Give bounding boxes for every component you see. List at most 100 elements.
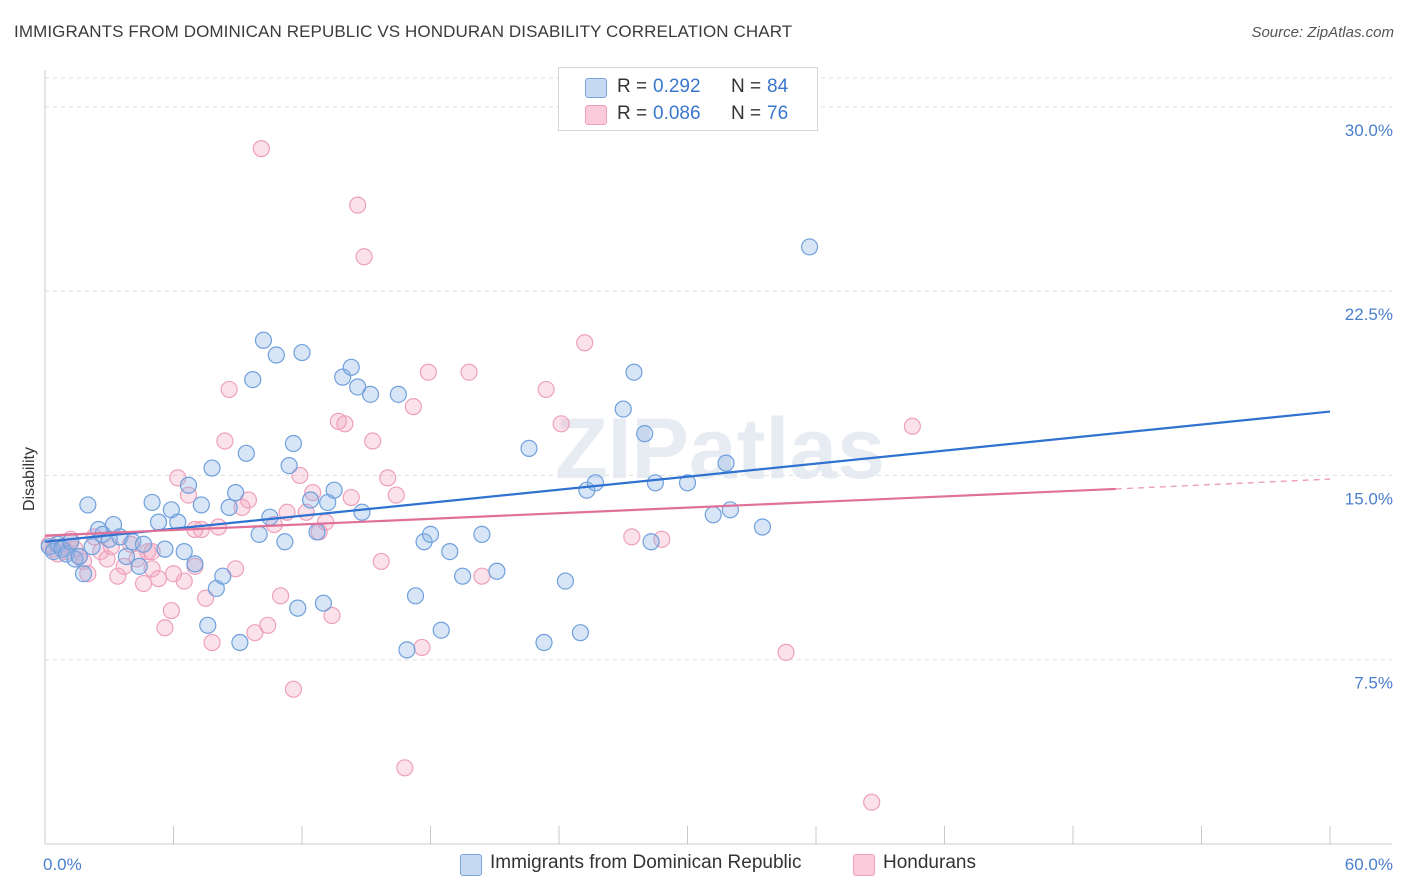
dominican-point: [314, 594, 333, 612]
dominican-point: [186, 555, 204, 573]
honduran-point: [239, 491, 258, 509]
dominican-point: [83, 538, 101, 556]
legend-r-value: 0.086: [653, 103, 701, 124]
dominican-point: [353, 503, 371, 521]
honduran-point: [220, 380, 238, 399]
dominican-point: [79, 496, 97, 514]
honduran-point: [134, 574, 153, 593]
honduran-point: [576, 334, 594, 352]
honduran-point: [349, 196, 367, 214]
dominican-point: [441, 542, 459, 561]
honduran-point: [903, 417, 921, 435]
honduran-trend-extension: [1115, 478, 1331, 490]
honduran-point: [259, 616, 277, 634]
dominican-point: [293, 343, 311, 362]
honduran-point: [396, 759, 414, 777]
dominican-point: [250, 525, 268, 544]
dominican-point: [334, 368, 352, 386]
honduran-point: [323, 606, 341, 625]
dominican-point: [421, 525, 440, 544]
dominican-point: [267, 346, 285, 364]
dominican-point: [244, 371, 262, 389]
dominican-point: [143, 493, 161, 512]
watermark-text: ZIPatlas: [555, 401, 885, 497]
honduran-point: [143, 560, 161, 578]
dominican-point: [473, 525, 491, 544]
dominican-point: [149, 513, 168, 531]
dominican-point: [625, 363, 643, 381]
honduran-point: [271, 587, 290, 605]
dominican-point: [454, 567, 472, 585]
honduran-point: [653, 530, 671, 548]
axes: [44, 70, 1392, 845]
dominican-point: [721, 501, 739, 519]
dominican-point: [74, 565, 93, 583]
honduran-point: [419, 363, 437, 381]
dominican-point: [276, 533, 294, 551]
dominican-point: [301, 491, 320, 509]
x-tick-label-max: 60.0%: [1345, 855, 1393, 874]
honduran-point: [863, 793, 881, 811]
legend-swatch-pink: [585, 105, 607, 125]
honduran-point: [252, 140, 270, 158]
dominican-point: [231, 633, 249, 652]
dominican-point: [361, 385, 380, 403]
bottom-legend-swatch-blue: [460, 854, 482, 876]
dominican-point: [717, 454, 735, 472]
dominican-point: [646, 474, 664, 492]
honduran-trend-line: [44, 487, 1116, 537]
y-tick-label: 30.0%: [1345, 121, 1393, 140]
dominican-point: [227, 484, 245, 502]
honduran-point: [336, 415, 354, 433]
bottom-legend-label: Hondurans: [883, 852, 976, 873]
dominican-point: [130, 557, 148, 575]
honduran-point: [203, 633, 221, 652]
honduran-point: [623, 528, 641, 546]
legend-r-label: R =: [617, 76, 648, 97]
grid-lines: [45, 77, 1392, 661]
dominican-point: [586, 474, 605, 492]
dominican-point: [488, 562, 506, 580]
x-tick-label-min: 0.0%: [43, 855, 82, 874]
dominican-point: [520, 439, 538, 457]
dominican-point: [237, 444, 255, 462]
honduran-point: [197, 589, 215, 607]
honduran-point: [387, 486, 405, 504]
legend-swatch-blue: [585, 78, 607, 98]
honduran-point: [413, 638, 431, 657]
legend-r-label: R =: [617, 103, 648, 124]
honduran-point: [291, 466, 309, 485]
y-tick-label: 22.5%: [1345, 305, 1393, 324]
dominican-point: [199, 616, 217, 634]
honduran-point: [372, 552, 390, 571]
dominican-point: [70, 547, 88, 566]
honduran-point: [246, 624, 264, 642]
legend-n-label: N =: [731, 103, 762, 124]
dominican-point: [342, 358, 360, 376]
honduran-point: [109, 567, 127, 585]
dominican-trend-line: [44, 410, 1331, 543]
dominican-point: [325, 481, 343, 499]
honduran-point: [79, 565, 97, 583]
dominican-point: [614, 400, 632, 418]
stats-legend: R = 0.292 N = 84 R = 0.086 N = 76: [558, 67, 818, 131]
honduran-point: [149, 570, 168, 588]
honduran-point: [179, 486, 198, 504]
dominican-point: [179, 476, 198, 494]
dominican-point: [203, 459, 221, 477]
honduran-point: [162, 601, 180, 620]
y-tick-label: 7.5%: [1354, 674, 1393, 693]
dominican-point: [62, 533, 80, 551]
dominican-point: [117, 547, 135, 566]
legend-n-label: N =: [731, 76, 762, 97]
chart-title: IMMIGRANTS FROM DOMINICAN REPUBLIC VS HO…: [14, 22, 793, 41]
dominican-point: [704, 506, 722, 524]
honduran-point: [379, 469, 397, 487]
dominican-point: [406, 587, 425, 605]
dominican-point: [134, 535, 153, 553]
honduran-point: [460, 363, 478, 381]
dominican-point: [642, 533, 660, 551]
dominican-point: [308, 523, 326, 541]
dominican-point: [349, 378, 367, 396]
dominican-point: [432, 621, 450, 639]
